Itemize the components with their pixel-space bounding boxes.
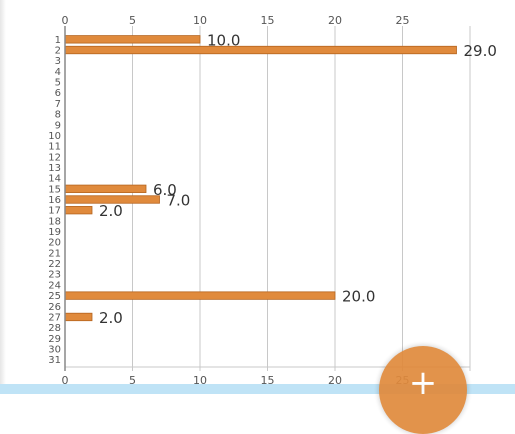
y-category-label: 22 bbox=[48, 259, 61, 270]
y-category-label: 25 bbox=[48, 291, 61, 302]
y-category-label: 29 bbox=[48, 334, 61, 345]
bar bbox=[64, 312, 93, 322]
x-tick-label-bottom: 20 bbox=[328, 374, 342, 387]
y-category-label: 16 bbox=[48, 195, 61, 206]
x-tick-label-bottom: 5 bbox=[129, 374, 136, 387]
y-category-label: 1 bbox=[55, 35, 61, 46]
bar-value-label: 7.0 bbox=[167, 192, 191, 210]
y-category-label: 26 bbox=[48, 302, 61, 313]
bottom-bar bbox=[0, 384, 515, 394]
y-category-label: 7 bbox=[55, 99, 61, 110]
y-category-label: 4 bbox=[55, 67, 61, 78]
y-category-label: 15 bbox=[48, 184, 61, 195]
y-category-label: 3 bbox=[55, 56, 61, 67]
y-category-label: 11 bbox=[48, 142, 61, 153]
y-category-label: 5 bbox=[55, 78, 61, 89]
y-category-label: 18 bbox=[48, 216, 61, 227]
y-category-label: 8 bbox=[55, 110, 61, 121]
y-category-label: 27 bbox=[48, 312, 61, 323]
data-labels: 10.0 29.0 6.07.0 2.0 20.0 2.0 bbox=[99, 31, 497, 327]
y-category-label: 14 bbox=[48, 174, 61, 185]
x-tick-label-top: 20 bbox=[328, 14, 342, 27]
bar-value-label: 20.0 bbox=[342, 288, 375, 306]
y-category-label: 24 bbox=[48, 280, 61, 291]
y-category-label: 31 bbox=[48, 355, 61, 366]
y-category-label: 19 bbox=[48, 227, 61, 238]
bar-value-label: 2.0 bbox=[99, 202, 123, 220]
bar-value-label: 2.0 bbox=[99, 309, 123, 327]
x-tick-label-bottom: 0 bbox=[62, 374, 69, 387]
y-category-label: 23 bbox=[48, 270, 61, 281]
y-category-label: 12 bbox=[48, 152, 61, 163]
x-tick-label-top: 10 bbox=[193, 14, 207, 27]
y-category-label: 17 bbox=[48, 206, 61, 217]
y-category-label: 28 bbox=[48, 323, 61, 334]
x-tick-label-top: 0 bbox=[62, 14, 69, 27]
y-category-label: 13 bbox=[48, 163, 61, 174]
bar bbox=[64, 35, 201, 44]
y-category-label: 10 bbox=[48, 131, 61, 142]
x-tick-label-bottom: 15 bbox=[261, 374, 275, 387]
y-category-label: 20 bbox=[48, 238, 61, 249]
y-category-label: 6 bbox=[55, 88, 61, 99]
bar-value-label: 10.0 bbox=[207, 31, 240, 49]
x-tick-label-top: 15 bbox=[261, 14, 275, 27]
bar bbox=[64, 184, 147, 193]
plus-icon: + bbox=[408, 363, 438, 403]
y-category-label: 21 bbox=[48, 248, 61, 259]
y-category-label: 2 bbox=[55, 46, 61, 57]
bar bbox=[64, 206, 93, 215]
add-fab-button[interactable]: + bbox=[379, 346, 467, 434]
bar-value-label: 29.0 bbox=[464, 42, 497, 60]
bars bbox=[64, 35, 457, 322]
bar-value-label: 6.0 bbox=[153, 181, 177, 199]
bar bbox=[64, 45, 457, 55]
x-tick-label-top: 25 bbox=[396, 14, 410, 27]
x-tick-label-bottom: 10 bbox=[193, 374, 207, 387]
horizontal-bar-chart: 10.029.06.07.02.020.02.0 005510101515202… bbox=[48, 14, 497, 387]
left-edge-shadow bbox=[0, 0, 6, 394]
x-tick-label-top: 5 bbox=[129, 14, 136, 27]
y-category-label: 30 bbox=[48, 344, 61, 355]
y-category-label: 9 bbox=[55, 120, 61, 131]
bar bbox=[64, 291, 336, 300]
